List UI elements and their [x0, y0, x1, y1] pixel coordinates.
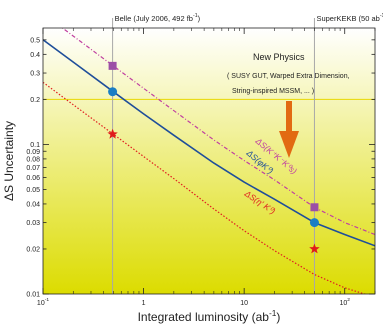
plot-background	[43, 28, 375, 294]
x-tick-label-main: 10	[339, 300, 347, 307]
y-tick-label: 0.1	[30, 142, 40, 149]
y-tick-label: 0.4	[30, 52, 40, 59]
y-axis-title: ΔS Uncertainty	[2, 121, 16, 201]
data-marker-circle	[309, 218, 319, 228]
arrow-icon	[279, 131, 299, 158]
x-tick-label-main: 10	[37, 300, 45, 307]
arrow-shaft	[286, 101, 292, 133]
y-tick-label: 0.04	[26, 201, 40, 208]
y-tick-label: 0.3	[30, 71, 40, 78]
data-marker-group	[107, 61, 320, 254]
vertical-marker-label: SuperKEKB (50 ab-1)	[316, 13, 383, 23]
plot-frame	[42, 27, 376, 295]
annotation-line: ( SUSY GUT, Warped Extra Dimension,	[227, 73, 350, 80]
y-tick-label: 0.05	[26, 187, 40, 194]
vertical-marker-label: Belle (July 2006, 492 fb-1)	[115, 13, 201, 23]
data-marker-square	[108, 61, 117, 70]
x-tick-label-sup: -1	[45, 297, 50, 303]
x-tick-label-sup: 2	[347, 297, 350, 303]
series-line	[61, 28, 375, 236]
y-tick-label: 0.03	[26, 220, 40, 227]
y-tick-label: 0.08	[26, 156, 40, 163]
vertical-marker-label-sup: -1	[193, 13, 198, 19]
x-axis-title-sup: -1	[269, 308, 277, 318]
series-group	[43, 28, 375, 294]
vertical-marker-label-main: SuperKEKB (50 ab	[316, 14, 379, 23]
y-tick-label: 0.06	[26, 175, 40, 182]
x-axis-title: Integrated luminosity (ab-1)	[138, 308, 281, 324]
y-tick-label: 0.2	[30, 97, 40, 104]
y-tick-label: 0.01	[26, 292, 40, 299]
data-marker-star	[107, 128, 118, 139]
y-tick-label: 0.07	[26, 165, 40, 172]
series-line	[43, 81, 367, 294]
y-tick-label: 0.5	[30, 37, 40, 44]
data-marker-star	[309, 243, 320, 254]
annotation-line: String-inspired MSSM, ... )	[232, 88, 314, 95]
y-tick-label: 0.09	[26, 149, 40, 156]
series-line	[43, 39, 375, 247]
data-marker-circle	[108, 87, 118, 97]
annotation-group: New Physics ( SUSY GUT, Warped Extra Dime…	[227, 52, 350, 158]
x-tick-label: 10-1	[37, 297, 49, 307]
tick-group	[42, 28, 376, 295]
vertical-marker-label-post: )	[198, 14, 201, 23]
x-axis-title-post: )	[276, 310, 280, 324]
x-tick-label: 10	[240, 300, 248, 307]
x-tick-label: 102	[339, 297, 350, 307]
annotation-title: New Physics	[253, 52, 305, 62]
y-tick-label: 0.02	[26, 246, 40, 253]
x-axis-title-main: Integrated luminosity (ab	[138, 310, 270, 324]
x-tick-label: 1	[142, 300, 146, 307]
data-marker-square	[310, 203, 319, 212]
vertical-marker-label-main: Belle (July 2006, 492 fb	[115, 14, 193, 23]
vertical-marker-label-sup: -1	[380, 13, 383, 19]
